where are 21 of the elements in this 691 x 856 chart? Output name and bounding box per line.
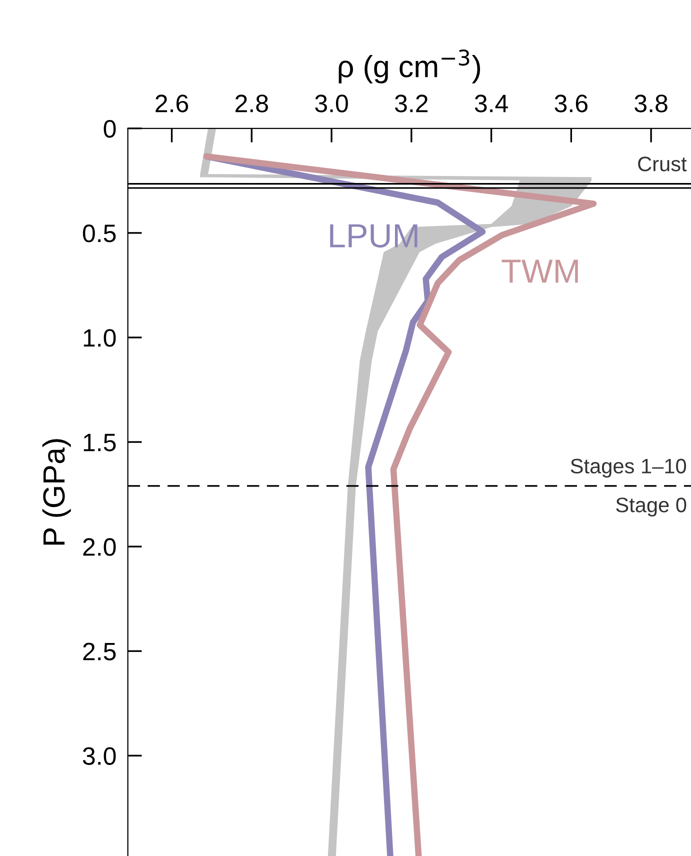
- x-tick-label: 3.6: [554, 94, 588, 112]
- y-tick-label: 3.0: [82, 747, 116, 765]
- y-tick-label: 1.5: [84, 434, 116, 452]
- y-tick-label: 2.5: [83, 642, 116, 660]
- x-tick-label: 3.2: [394, 94, 428, 112]
- x-tick-label: 3.8: [634, 94, 668, 112]
- series-label: LPUM: [330, 224, 418, 248]
- y-tick-label: 1.0: [84, 329, 116, 347]
- y-axis-title: P (GPa): [42, 439, 71, 545]
- x-tick-label: 2.8: [236, 94, 268, 112]
- y-tick-label: 0: [104, 120, 116, 138]
- x-tick-label: 3.4: [474, 94, 508, 112]
- x-axis-title: ρ (g cm$^{−3}$): [338, 50, 480, 84]
- series-label: TWM: [502, 260, 578, 283]
- x-tick-label: 3.0: [315, 94, 348, 112]
- y-tick-label: 0.5: [82, 224, 116, 242]
- ref-line-label: Stages 1–10: [570, 458, 686, 478]
- ref-line-label: Crust: [638, 156, 687, 172]
- y-tick-label: 2.0: [83, 538, 116, 556]
- annotation: Stage 0: [616, 498, 686, 516]
- x-tick-label: 2.6: [156, 94, 188, 112]
